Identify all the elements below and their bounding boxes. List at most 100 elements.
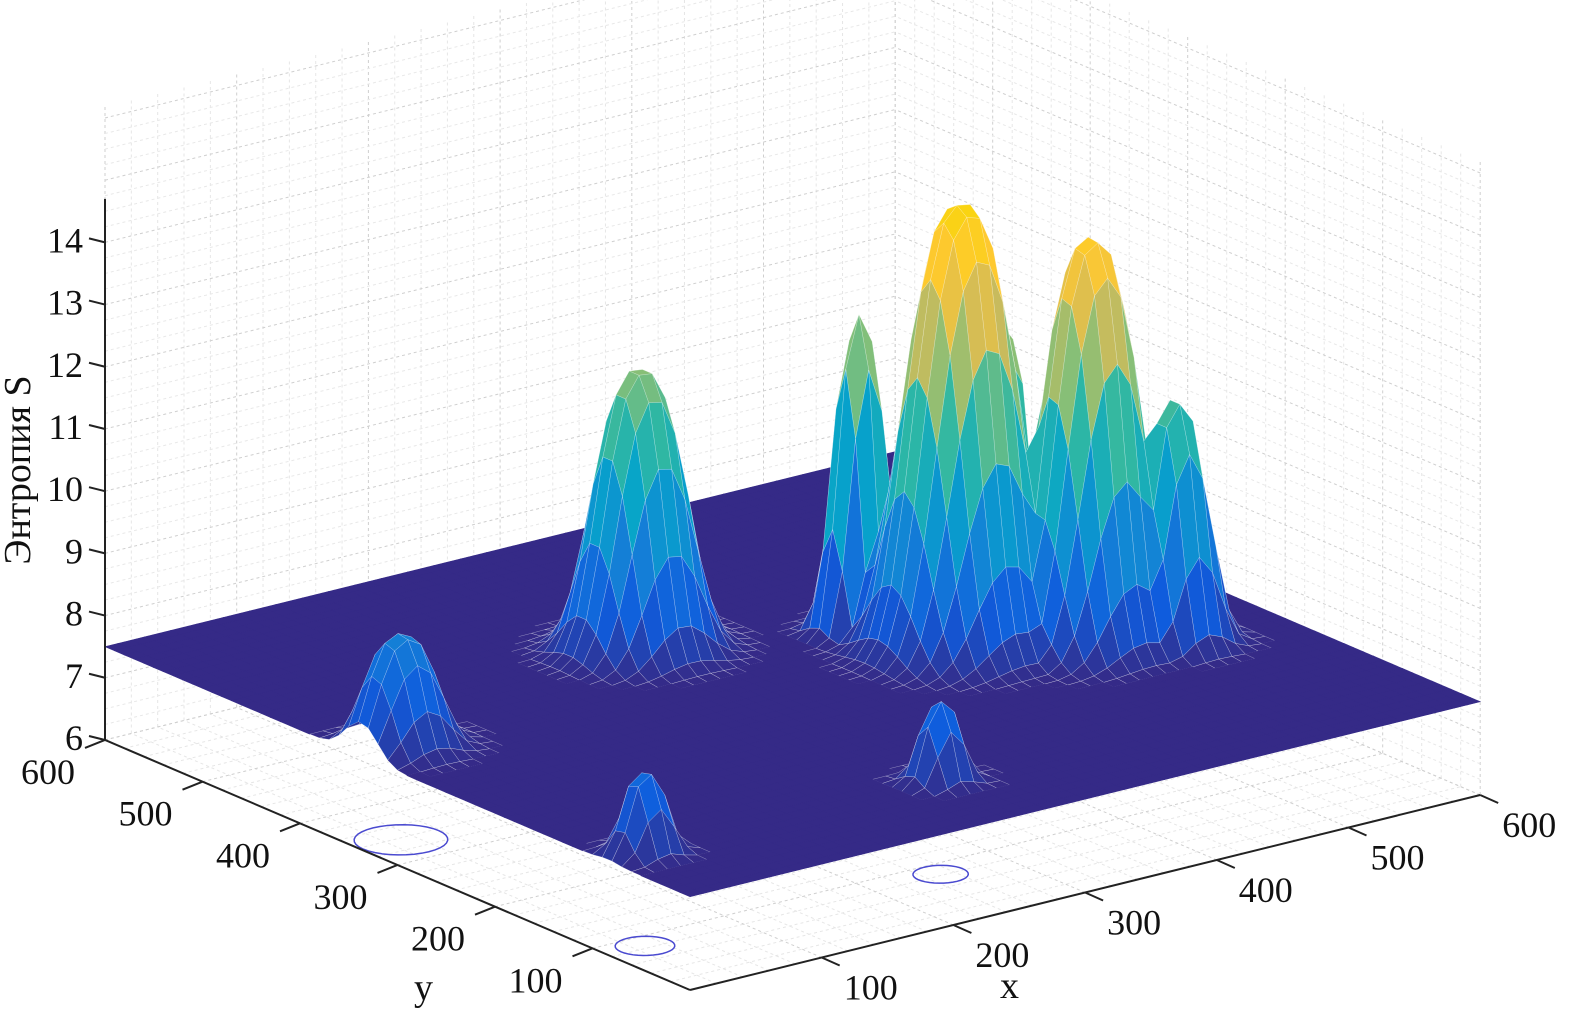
surface-patch — [949, 678, 974, 693]
surface-patch — [404, 665, 428, 723]
y-tick-label: 100 — [509, 960, 563, 1000]
x-tick-label: 200 — [975, 935, 1029, 975]
z-tick — [88, 424, 106, 430]
wall-grid-line — [104, 264, 896, 461]
wall-grid-line — [104, 217, 896, 414]
wall-grid-line — [895, 186, 1481, 438]
floor-grid-line — [236, 707, 822, 958]
x-axis-label: x — [1000, 965, 1019, 1007]
wall-grid-line — [104, 295, 896, 492]
surface-patch — [589, 456, 613, 548]
surface-patch — [1198, 556, 1223, 638]
wall-grid-line — [104, 342, 896, 539]
y-tick-label: 600 — [21, 752, 75, 792]
wall-grid-line — [104, 124, 896, 321]
wall-grid-line — [104, 77, 896, 274]
surface-patch — [858, 587, 882, 641]
surface-patch — [832, 369, 856, 572]
wall-grid-line — [104, 280, 896, 477]
surface-patch — [819, 529, 843, 639]
wall-grid-line — [104, 109, 896, 306]
floor-grid-line — [131, 733, 717, 984]
y-tick — [182, 780, 203, 791]
z-tick-label: 12 — [47, 345, 83, 385]
wall-grid-line — [895, 140, 1481, 392]
y-tick — [84, 739, 106, 749]
surface — [104, 204, 1482, 898]
wall-grid-line — [104, 202, 896, 399]
surface-patch — [654, 556, 679, 641]
surface-patch — [681, 556, 705, 634]
surface-patch — [1185, 556, 1210, 644]
wall-grid-line — [104, 311, 896, 508]
x-tick — [952, 924, 972, 934]
wall-grid-line — [104, 31, 896, 228]
surface-patch — [936, 355, 961, 518]
surface-patch — [965, 608, 990, 670]
wall-grid-line — [104, 388, 896, 585]
surface-patch — [308, 730, 334, 739]
surface-patch — [679, 888, 705, 898]
wall-grid-line — [964, 0, 1481, 221]
wall-grid-line — [928, 0, 1481, 236]
surface-patch — [953, 216, 977, 293]
surface-patch — [1048, 297, 1072, 406]
floor-contour — [353, 823, 449, 856]
floor-contour — [912, 864, 970, 884]
wall-grid-line — [895, 46, 1481, 298]
wall-grid-line — [104, 357, 896, 554]
x-tick — [1479, 794, 1499, 804]
z-tick-label: 9 — [65, 531, 83, 571]
surface-patch — [299, 726, 324, 735]
surface-patch — [930, 222, 954, 302]
surface-patch — [871, 499, 895, 601]
surface-patch — [367, 683, 392, 745]
z-tick — [88, 299, 106, 306]
y-tick — [377, 864, 398, 874]
surface-patch — [601, 830, 626, 862]
surface-patch — [358, 675, 382, 729]
z-tick — [88, 486, 106, 493]
surface-patch — [992, 566, 1016, 644]
x-tick — [1348, 826, 1367, 837]
y-tick-label: 400 — [216, 835, 270, 875]
wall-grid-line — [104, 186, 896, 383]
wall-grid-line — [895, 171, 1481, 423]
surface-patch — [572, 843, 597, 852]
surface-patch — [716, 642, 742, 661]
surface-patch — [916, 662, 941, 686]
surface-patch — [913, 398, 938, 545]
z-tick — [88, 548, 106, 555]
surface-patch — [956, 533, 980, 640]
z-tick-label: 6 — [65, 718, 83, 758]
floor-contour — [614, 935, 676, 957]
wall-grid-line — [104, 140, 896, 337]
wall-grid-line — [104, 233, 896, 430]
z-tick — [88, 237, 106, 244]
surface-patch — [720, 622, 746, 630]
z-tick-label: 13 — [47, 283, 83, 323]
surface-patch — [1025, 396, 1049, 514]
wall-grid-line — [1074, 0, 1481, 174]
floor-grid-line — [631, 769, 1422, 966]
surface-patch — [969, 488, 993, 611]
wall-grid-line — [1037, 0, 1481, 190]
wall-grid-line — [895, 155, 1481, 407]
surface-patch — [923, 448, 947, 591]
wall-grid-line — [104, 155, 896, 352]
surface-patch — [581, 843, 606, 855]
x-tick-label: 500 — [1371, 838, 1425, 878]
wall-grid-line — [895, 124, 1481, 376]
surface-patch — [910, 231, 935, 340]
z-tick — [88, 672, 106, 679]
z-tick-label: 14 — [47, 220, 83, 260]
tick-labels: 6 7 8 9 10 11 12 13 14 100 200 300 400 500 600 100 200 30… — [21, 220, 1556, 1007]
z-tick — [88, 610, 106, 617]
surface-patch — [579, 456, 604, 562]
surface-patch — [533, 632, 558, 653]
surface-patch — [547, 592, 571, 642]
surface-patch — [1041, 551, 1065, 646]
wall-grid-line — [104, 373, 896, 570]
wall-grid-line — [104, 0, 775, 166]
